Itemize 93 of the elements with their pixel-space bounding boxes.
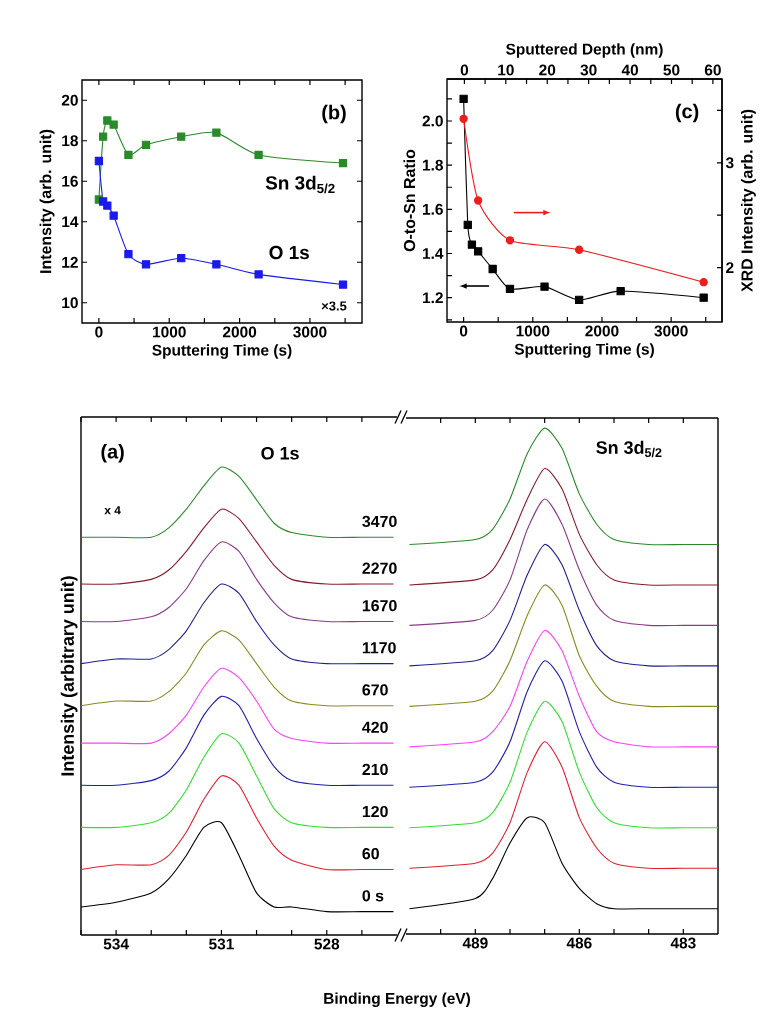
annotation: Sn 3d$_{5/2}$ <box>596 440 662 458</box>
x2-tick-label: 50 <box>663 64 680 76</box>
annotation: (b) <box>322 104 346 124</box>
x2-axis-title: Sputtered Depth (nm) <box>506 43 663 58</box>
series-label: O 1s <box>269 245 309 260</box>
y2-tick-label: 2 <box>726 262 734 273</box>
annotation: ×3.5 <box>321 301 347 311</box>
point <box>699 293 708 302</box>
annotation: (c) <box>675 103 699 123</box>
point <box>616 286 625 296</box>
series-label: 1670 <box>362 600 397 612</box>
y-axis-title: Intensity (arb. unit) <box>39 129 55 273</box>
point <box>473 196 483 205</box>
y-tick-label: 2.0 <box>422 115 443 127</box>
point <box>459 94 468 104</box>
series-label: 60 <box>362 848 379 860</box>
series-label: 1170 <box>362 642 396 654</box>
y-tick-label: 14 <box>62 216 79 228</box>
point <box>109 211 118 220</box>
point <box>488 264 497 274</box>
point <box>338 280 348 289</box>
y-tick-label: 10 <box>62 297 78 309</box>
y-tick-label: 20 <box>61 94 78 106</box>
x-tick-label: 486 <box>566 937 592 949</box>
x-tick-label: 489 <box>462 937 488 949</box>
point <box>254 270 263 279</box>
series-label: 210 <box>362 763 388 776</box>
point <box>699 278 708 287</box>
series-label: Sn 3d$_{5/2}$ <box>265 175 335 194</box>
x2-tick-label: 40 <box>621 64 639 76</box>
x-tick-label: 1000 <box>516 325 550 337</box>
y-tick-label: 1.2 <box>422 292 443 304</box>
x2-tick-label: 10 <box>498 64 514 76</box>
x2-tick-label: 20 <box>539 64 556 76</box>
x-axis-title: Sputtering Time (s) <box>152 344 292 359</box>
point <box>109 120 118 129</box>
y-axis-title: Intensity (arbitrary unit) <box>60 576 78 776</box>
x-tick-label: 534 <box>103 938 129 950</box>
point <box>212 128 221 137</box>
point <box>574 295 584 305</box>
point <box>505 284 515 294</box>
point <box>141 260 151 269</box>
point <box>254 150 263 160</box>
x-axis-title: Sputtering Time (s) <box>514 343 654 358</box>
annotation: x 4 <box>104 506 121 515</box>
x-tick-label: 531 <box>209 938 234 950</box>
point <box>124 150 133 160</box>
series-label: 120 <box>362 805 388 818</box>
point <box>338 158 348 168</box>
y-tick-label: 18 <box>62 135 78 147</box>
y2-tick-label: 3 <box>725 157 734 169</box>
x-tick-label: 2000 <box>222 326 257 338</box>
point <box>177 254 186 263</box>
x2-tick-label: 60 <box>704 64 721 76</box>
point <box>574 245 584 254</box>
point <box>463 220 472 229</box>
point <box>94 156 104 166</box>
x-tick-label: 3000 <box>654 325 688 337</box>
y-tick-label: 12 <box>62 256 78 268</box>
y-tick-label: 1.8 <box>422 159 444 171</box>
x-tick-label: 0 <box>95 326 103 338</box>
series-label: 670 <box>362 684 388 696</box>
x2-tick-label: 30 <box>580 64 597 76</box>
x-tick-label: 1000 <box>153 326 186 338</box>
x-tick-label: 528 <box>314 938 340 950</box>
x2-tick-label: 0 <box>460 64 469 76</box>
point <box>103 201 112 210</box>
point <box>212 260 221 269</box>
point <box>124 250 133 259</box>
y-tick-label: 16 <box>62 175 78 187</box>
point <box>141 140 151 149</box>
x-tick-label: 2000 <box>585 325 619 337</box>
point <box>505 236 515 245</box>
x-tick-label: 483 <box>670 937 696 949</box>
x-tick-label: 3000 <box>293 326 327 338</box>
x-tick-label: 0 <box>459 325 468 337</box>
y-axis-title: O-to-Sn Ratio <box>403 149 416 252</box>
series-label: 2270 <box>362 562 397 574</box>
point <box>473 247 483 256</box>
series-label: 3470 <box>362 515 397 528</box>
y-tick-label: 1.4 <box>422 248 444 259</box>
point <box>98 132 108 141</box>
series-label: 420 <box>362 721 388 733</box>
text: (a) <box>101 443 124 463</box>
y2-axis-title: XRD Intensity (arb. unit) <box>740 109 756 292</box>
point <box>459 114 468 123</box>
x-axis-title: Binding Energy (eV) <box>324 992 471 1007</box>
point <box>467 240 477 249</box>
text: O 1s <box>261 446 299 460</box>
point <box>540 282 549 291</box>
point <box>177 132 186 141</box>
y-tick-label: 1.6 <box>422 203 443 215</box>
series-label: 0 s <box>362 890 384 902</box>
